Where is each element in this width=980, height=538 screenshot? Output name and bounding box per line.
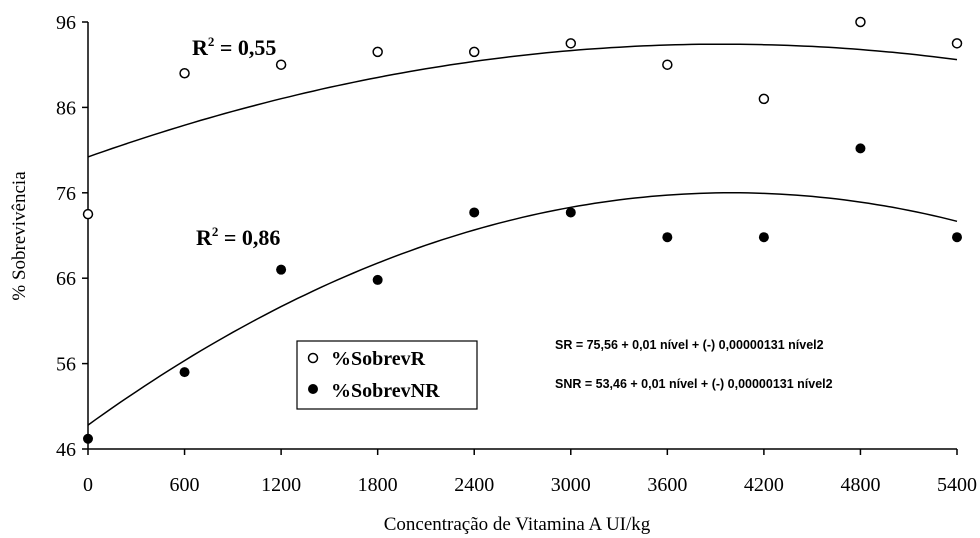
x-tick-label: 4800	[840, 474, 880, 496]
y-tick-label: 66	[56, 268, 76, 290]
x-tick-label: 600	[170, 474, 200, 496]
point-sobrevr	[372, 46, 383, 58]
x-tick-label: 3000	[551, 474, 591, 496]
point-sobrevr	[758, 93, 770, 105]
y-ticks: 46 56 66 76 86 96	[56, 12, 88, 461]
point-sobrevnr	[565, 207, 576, 218]
y-tick-label: 56	[56, 354, 76, 376]
y-tick-label: 76	[56, 183, 76, 205]
legend-box	[296, 340, 478, 410]
point-sobrevnr	[179, 367, 190, 378]
x-tick-label: 4200	[744, 474, 784, 496]
equation-snr: SNR = 53,46 + 0,01 nível + (-) 0,0000013…	[555, 377, 833, 391]
x-tick-label: 1800	[358, 474, 398, 496]
fit-lines	[87, 43, 958, 426]
point-sobrevr	[179, 67, 190, 79]
point-sobrevr	[468, 46, 480, 58]
r2-label-sobrevr: R2 = 0,55	[192, 34, 276, 60]
legend-label-sobrevr: %SobrevR	[331, 348, 426, 370]
legend-marker-sobrevnr	[308, 384, 318, 394]
point-sobrevr	[82, 208, 94, 220]
fit-curve-sobrevnr	[87, 192, 958, 426]
legend: %SobrevR %SobrevNR	[296, 340, 478, 410]
point-sobrevnr	[758, 232, 769, 243]
point-sobrevr	[275, 59, 287, 70]
x-tick-label: 1200	[261, 474, 301, 496]
equation-sr: SR = 75,56 + 0,01 nível + (-) 0,00000131…	[555, 338, 824, 352]
axes	[87, 22, 957, 450]
point-sobrevr	[951, 38, 963, 49]
x-ticks: 0 600 1200 1800 2400 3000 3600 4200 4800 5400	[83, 449, 977, 496]
fit-curve-sobrevr	[87, 43, 958, 158]
point-sobrevr	[855, 16, 866, 28]
point-sobrevnr	[952, 232, 962, 243]
legend-label-sobrevnr: %SobrevNR	[331, 380, 440, 402]
x-tick-label: 3600	[647, 474, 687, 496]
y-axis-title: % Sobrevivência	[9, 171, 30, 301]
y-tick-label: 46	[56, 439, 76, 461]
y-tick-label: 96	[56, 12, 76, 34]
point-sobrevnr	[469, 207, 480, 218]
point-sobrevr	[662, 59, 673, 70]
r2-label-sobrevnr: R2 = 0,86	[196, 224, 280, 250]
x-tick-label: 5400	[937, 474, 977, 496]
legend-marker-sobrevr	[307, 352, 319, 364]
point-sobrevnr	[83, 433, 93, 444]
point-sobrevnr	[276, 264, 287, 275]
point-sobrevnr	[855, 143, 866, 154]
point-sobrevnr	[662, 232, 673, 243]
point-sobrevnr	[372, 274, 383, 285]
y-tick-label: 86	[56, 97, 76, 119]
point-sobrevr	[565, 38, 577, 49]
x-tick-label: 2400	[454, 474, 494, 496]
data-points	[82, 16, 963, 444]
x-axis-title: Concentração de Vitamina A UI/kg	[384, 514, 651, 535]
x-tick-label: 0	[83, 474, 93, 496]
